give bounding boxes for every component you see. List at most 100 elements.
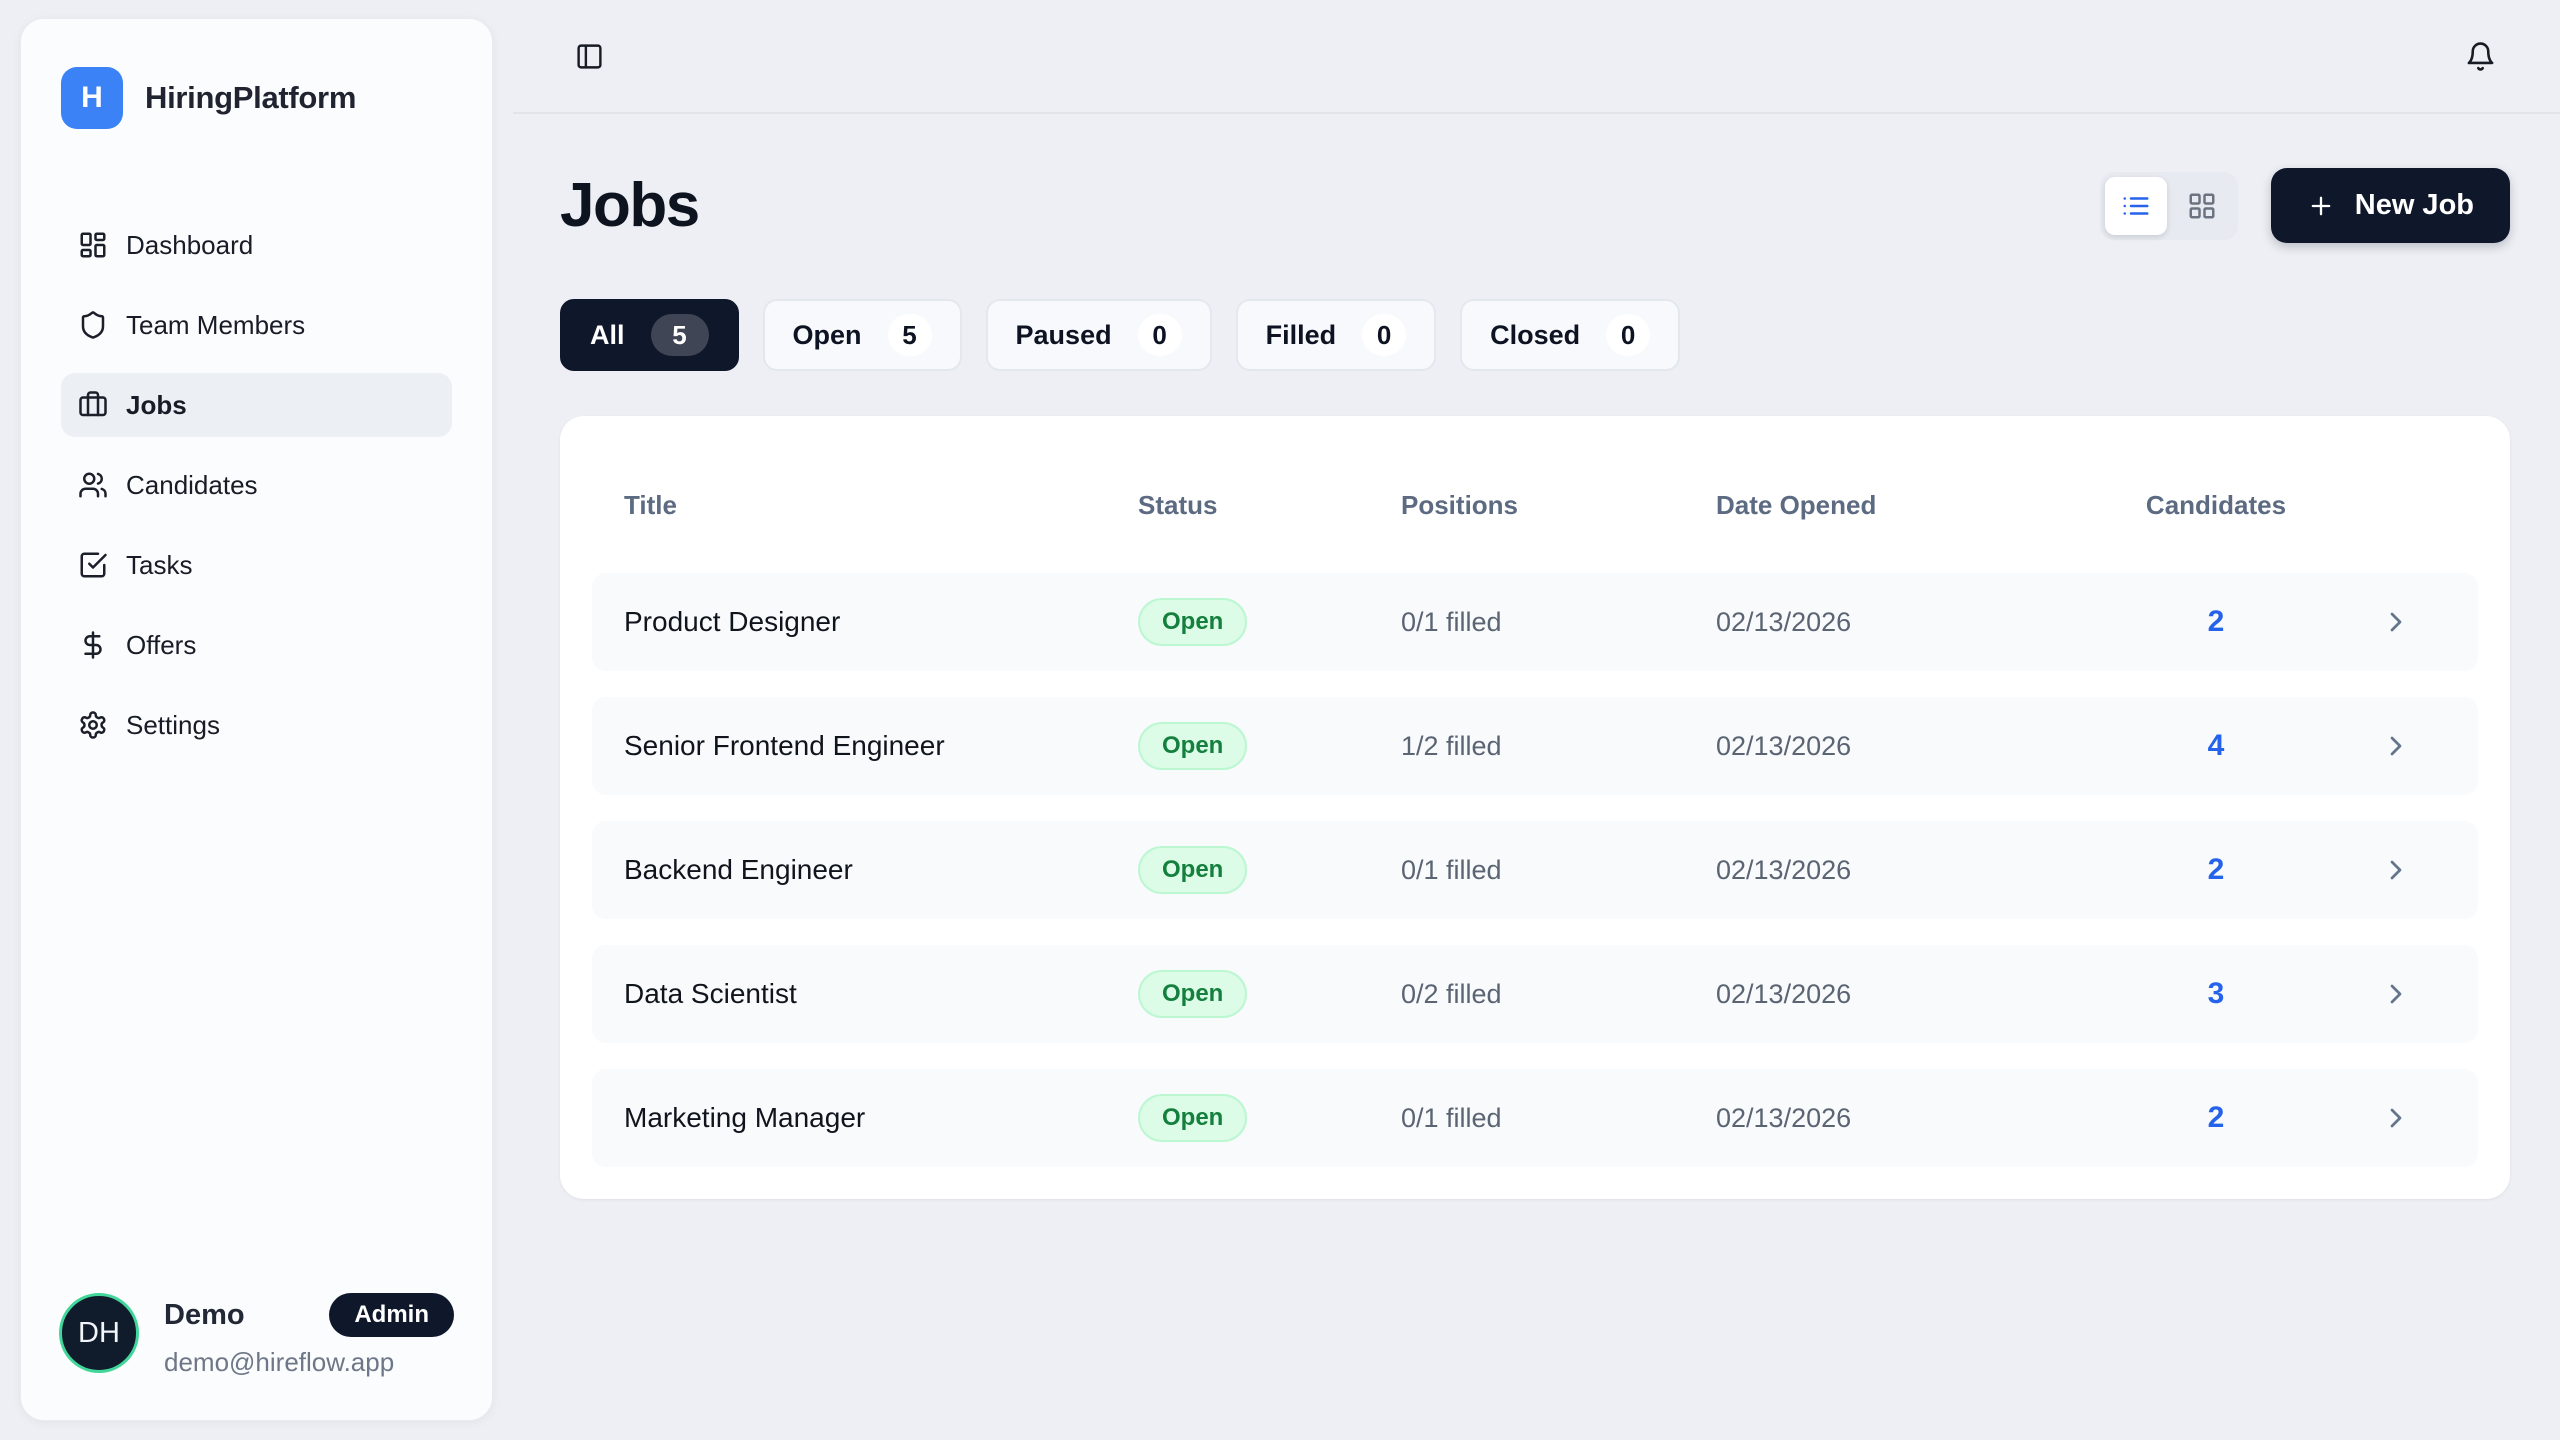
filter-count: 5 — [887, 314, 932, 356]
filter-label: Open — [792, 319, 862, 350]
sidebar-item-label: Team Members — [126, 309, 306, 340]
job-title: Senior Frontend Engineer — [624, 730, 945, 761]
page-title: Jobs — [560, 171, 700, 240]
sidebar-item-tasks[interactable]: Tasks — [61, 533, 452, 597]
status-filters: All 5 Open 5 Paused 0 Filled 0 Closed 0 — [560, 299, 2510, 371]
avatar-initials: DH — [78, 1316, 120, 1349]
sidebar-item-team-members[interactable]: Team Members — [61, 293, 452, 357]
date-opened-cell: 02/13/2026 — [1716, 978, 1852, 1009]
job-title: Backend Engineer — [624, 854, 853, 885]
filter-tab-all[interactable]: All 5 — [560, 299, 739, 371]
status-badge: Open — [1138, 970, 1248, 1018]
positions-cell: 0/1 filled — [1401, 854, 1502, 885]
filter-label: All — [590, 319, 625, 350]
brand-name: HiringPlatform — [145, 80, 357, 115]
task-check-icon — [78, 550, 108, 580]
brand: H HiringPlatform — [21, 19, 492, 129]
grid-view-button[interactable] — [2171, 177, 2233, 235]
dashboard-icon — [78, 230, 108, 260]
user-email: demo@hireflow.app — [164, 1347, 395, 1377]
list-view-button[interactable] — [2104, 176, 2167, 235]
new-job-button[interactable]: New Job — [2270, 168, 2510, 243]
sidebar-item-candidates[interactable]: Candidates — [61, 453, 452, 517]
sidebar-item-label: Tasks — [126, 549, 193, 580]
filter-tab-filled[interactable]: Filled 0 — [1235, 299, 1437, 371]
positions-cell: 0/2 filled — [1401, 978, 1502, 1009]
sidebar-toggle-button[interactable] — [575, 42, 604, 71]
topbar — [513, 0, 2560, 114]
column-header-status: Status — [1138, 490, 1218, 520]
candidates-count: 2 — [2207, 605, 2225, 638]
positions-cell: 1/2 filled — [1401, 730, 1502, 761]
filter-tab-open[interactable]: Open 5 — [762, 299, 962, 371]
column-header-date-opened: Date Opened — [1716, 490, 1877, 520]
job-title: Data Scientist — [624, 978, 797, 1009]
main-area: Jobs — [513, 0, 2560, 1440]
positions-cell: 0/1 filled — [1401, 1102, 1502, 1133]
user-section: DH Demo Admin demo@hireflow.app — [21, 1293, 492, 1420]
status-badge: Open — [1138, 1094, 1248, 1142]
list-view-icon — [2121, 191, 2151, 221]
filter-count: 0 — [1137, 314, 1182, 356]
notifications-button[interactable] — [2465, 41, 2496, 72]
sidebar-item-dashboard[interactable]: Dashboard — [61, 213, 452, 277]
status-badge: Open — [1138, 598, 1248, 646]
filter-count: 5 — [650, 314, 709, 356]
date-opened-cell: 02/13/2026 — [1716, 1102, 1852, 1133]
table-row[interactable]: Backend Engineer Open 0/1 filled 02/13/2… — [592, 821, 2478, 919]
bell-icon — [2465, 41, 2496, 72]
chevron-right-icon — [2380, 978, 2412, 1010]
date-opened-cell: 02/13/2026 — [1716, 606, 1852, 637]
briefcase-icon — [78, 390, 108, 420]
panel-left-icon — [575, 42, 604, 71]
view-toggle — [2099, 171, 2238, 240]
sidebar: H HiringPlatform Dashboard Team Members … — [20, 18, 493, 1421]
candidates-count: 2 — [2207, 1101, 2225, 1134]
job-title: Product Designer — [624, 606, 841, 637]
status-badge: Open — [1138, 722, 1248, 770]
row-open-button[interactable] — [2380, 730, 2412, 762]
avatar[interactable]: DH — [59, 1293, 139, 1373]
chevron-right-icon — [2380, 606, 2412, 638]
filter-tab-closed[interactable]: Closed 0 — [1460, 299, 1681, 371]
sidebar-item-label: Dashboard — [126, 229, 254, 260]
filter-count: 0 — [1362, 314, 1407, 356]
filter-label: Filled — [1265, 319, 1337, 350]
date-opened-cell: 02/13/2026 — [1716, 730, 1852, 761]
users-icon — [78, 470, 108, 500]
dollar-icon — [78, 630, 108, 660]
table-body: Product Designer Open 0/1 filled 02/13/2… — [592, 573, 2478, 1167]
jobs-table: Title Status Positions Date Opened Candi… — [560, 416, 2510, 1199]
shield-icon — [78, 310, 108, 340]
row-open-button[interactable] — [2380, 978, 2412, 1010]
sidebar-nav: Dashboard Team Members Jobs Candidates T… — [21, 213, 492, 757]
sidebar-item-label: Offers — [126, 629, 197, 660]
new-job-label: New Job — [2354, 189, 2474, 221]
column-header-positions: Positions — [1401, 490, 1519, 520]
sidebar-item-settings[interactable]: Settings — [61, 693, 452, 757]
content: Jobs — [513, 114, 2560, 1199]
table-header-row: Title Status Positions Date Opened Candi… — [592, 452, 2478, 573]
table-row[interactable]: Senior Frontend Engineer Open 1/2 filled… — [592, 697, 2478, 795]
table-row[interactable]: Data Scientist Open 0/2 filled 02/13/202… — [592, 945, 2478, 1043]
column-header-candidates: Candidates — [2145, 490, 2287, 520]
sidebar-item-offers[interactable]: Offers — [61, 613, 452, 677]
brand-logo-letter: H — [81, 81, 103, 114]
row-open-button[interactable] — [2380, 606, 2412, 638]
chevron-right-icon — [2380, 854, 2412, 886]
chevron-right-icon — [2380, 1102, 2412, 1134]
plus-icon — [2307, 192, 2335, 220]
candidates-count: 4 — [2207, 729, 2225, 762]
filter-tab-paused[interactable]: Paused 0 — [985, 299, 1212, 371]
row-open-button[interactable] — [2380, 1102, 2412, 1134]
sidebar-item-jobs[interactable]: Jobs — [61, 373, 452, 437]
user-info: Demo Admin demo@hireflow.app — [164, 1293, 454, 1378]
table-row[interactable]: Marketing Manager Open 0/1 filled 02/13/… — [592, 1069, 2478, 1167]
gear-icon — [78, 710, 108, 740]
table-row[interactable]: Product Designer Open 0/1 filled 02/13/2… — [592, 573, 2478, 671]
chevron-right-icon — [2380, 730, 2412, 762]
status-badge: Open — [1138, 846, 1248, 894]
grid-view-icon — [2187, 191, 2217, 221]
job-title: Marketing Manager — [624, 1102, 866, 1133]
row-open-button[interactable] — [2380, 854, 2412, 886]
